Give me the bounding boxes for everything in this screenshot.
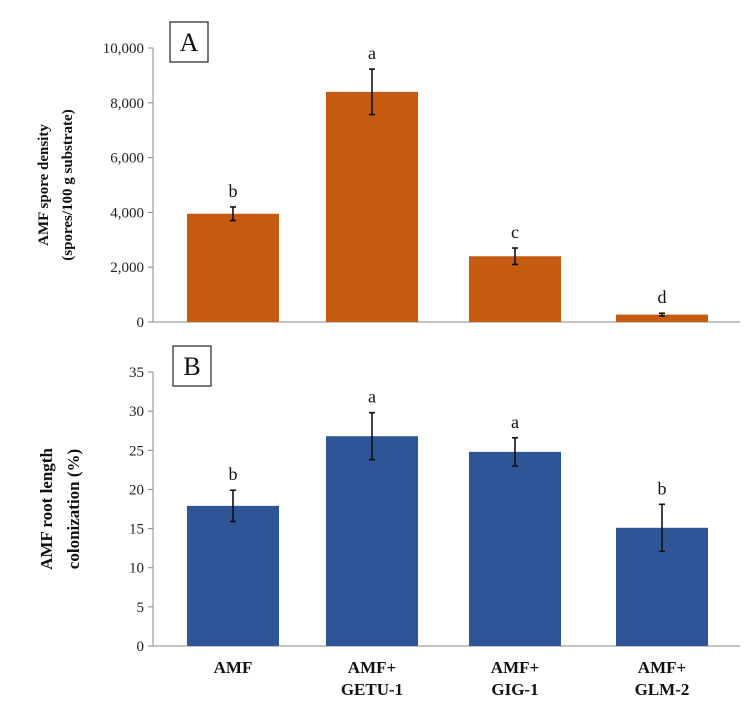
significance-label: a bbox=[368, 387, 376, 407]
x-tick-label: AMF bbox=[214, 658, 253, 677]
y-tick-label: 35 bbox=[129, 365, 144, 381]
x-tick-label: GIG-1 bbox=[491, 680, 538, 699]
bar bbox=[187, 505, 279, 646]
y-tick-label: 0 bbox=[137, 639, 145, 655]
y-tick-label: 25 bbox=[129, 443, 144, 459]
significance-label: c bbox=[511, 222, 519, 242]
panel-b: 0 5 10 15 20 25 30 35 b a a b B AMF root length coloni… bbox=[37, 345, 740, 655]
y-tick-label: 5 bbox=[137, 600, 145, 616]
y-tick-label: 8,000 bbox=[110, 96, 144, 112]
bar bbox=[187, 213, 279, 322]
panel-letter: B bbox=[183, 352, 200, 381]
x-tick-label: AMF+ bbox=[348, 658, 396, 677]
bar bbox=[469, 451, 561, 646]
panel-letter: A bbox=[180, 28, 199, 57]
x-tick-label: GETU-1 bbox=[341, 680, 403, 699]
y-tick-label: 10 bbox=[129, 561, 144, 577]
panel-letter-box bbox=[172, 345, 212, 387]
y-tick-label: 2,000 bbox=[110, 260, 144, 276]
y-axis-title: (spores/100 g substrate) bbox=[60, 109, 76, 260]
panel-letter-box bbox=[169, 21, 209, 63]
y-tick-label: 30 bbox=[129, 404, 144, 420]
significance-label: a bbox=[511, 412, 519, 432]
significance-label: b bbox=[229, 181, 238, 201]
panel-a: 0 2,000 4,000 6,000 8,000 10,000 b a c d A AMF spor… bbox=[36, 21, 740, 331]
bar bbox=[616, 314, 708, 322]
y-axis-title: AMF root length bbox=[37, 448, 56, 570]
y-tick-label: 6,000 bbox=[110, 151, 144, 167]
y-tick-label: 4,000 bbox=[110, 205, 144, 221]
bar bbox=[469, 256, 561, 322]
significance-label: a bbox=[368, 43, 376, 63]
x-tick-label: GLM-2 bbox=[635, 680, 690, 699]
significance-label: b bbox=[658, 478, 667, 498]
y-tick-label: 10,000 bbox=[103, 41, 144, 57]
significance-label: d bbox=[658, 287, 667, 307]
significance-label: b bbox=[229, 464, 238, 484]
y-tick-label: 20 bbox=[129, 482, 144, 498]
bar bbox=[326, 91, 418, 322]
x-category-labels: AMF AMF+ GETU-1 AMF+ GIG-1 AMF+ GLM-2 bbox=[214, 658, 690, 699]
x-tick-label: AMF+ bbox=[491, 658, 539, 677]
y-axis-title: colonization (%) bbox=[64, 449, 83, 569]
y-tick-label: 15 bbox=[129, 522, 144, 538]
y-tick-label: 0 bbox=[137, 315, 145, 331]
x-tick-label: AMF+ bbox=[638, 658, 686, 677]
y-axis-title: AMF spore density bbox=[36, 124, 52, 246]
bar bbox=[326, 436, 418, 646]
